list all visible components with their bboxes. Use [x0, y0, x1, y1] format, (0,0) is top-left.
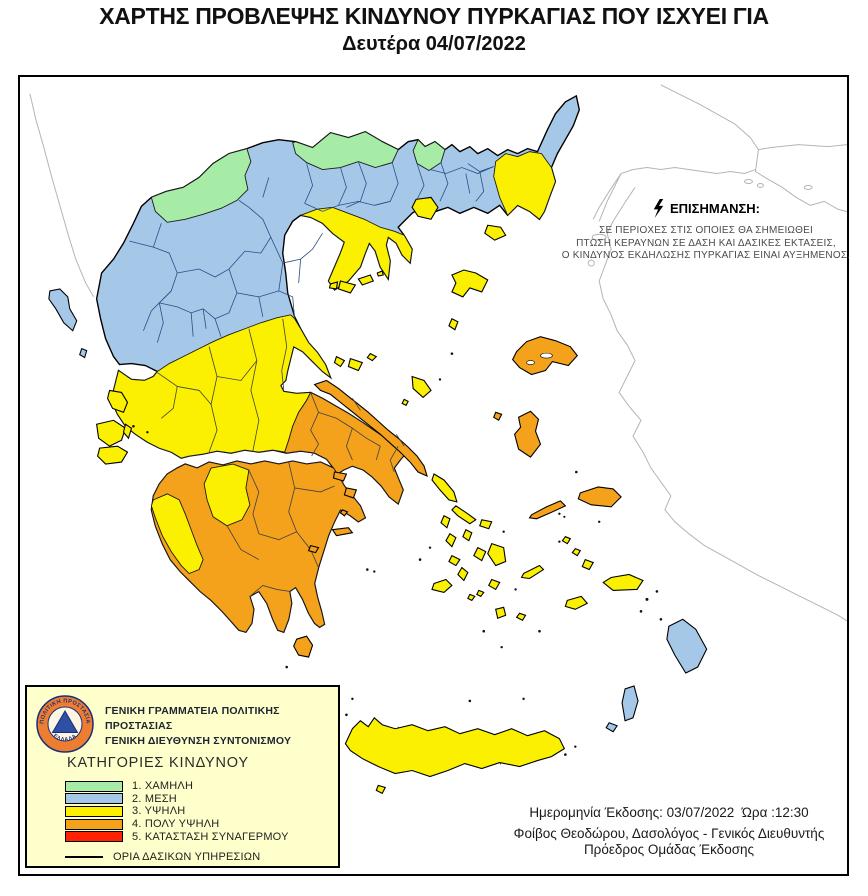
island-rhodes [666, 618, 708, 674]
island-samothrace [484, 224, 507, 241]
org-line: ΓΕΝΙΚΗ ΔΙΕΥΘΥΝΣΗ ΣΥΝΤΟΝΙΣΜΟΥ [105, 735, 292, 747]
annotation-heading: ΕΠΙΣΗΜΑΝΣΗ: [545, 199, 867, 218]
legend-items: 1. ΧΑΜΗΛΗ 2. ΜΕΣΗ 3. ΥΨΗΛΗ 4. ΠΟΛΥ ΥΨΗΛΗ… [65, 780, 289, 843]
page-title: ΧΑΡΤΗΣ ΠΡΟΒΛΕΨΗΣ ΚΙΝΔΥΝΟΥ ΠΥΡΚΑΓΙΑΣ ΠΟΥ … [0, 3, 868, 56]
legend-row-low: 1. ΧΑΜΗΛΗ [65, 780, 289, 793]
island-salamina [332, 471, 348, 482]
island-naxos [487, 542, 507, 567]
svg-text:ΕΛΛΑΔΑ: ΕΛΛΑΔΑ [52, 733, 78, 743]
island-hydra [331, 527, 354, 537]
island-kos [602, 573, 644, 591]
map-frame: ΕΠΙΣΗΜΑΝΣΗ: ΣΕ ΠΕΡΙΟΧΕΣ ΣΤΙΣ ΟΠΟΙΕΣ ΘΑ Σ… [18, 75, 850, 876]
swatch-low [65, 780, 123, 792]
boundary-label: ΟΡΙΑ ΔΑΣΙΚΩΝ ΥΠΗΡΕΣΙΩΝ [113, 851, 261, 863]
region-central-high [111, 314, 332, 459]
island-corfu [48, 288, 78, 332]
island-crete [344, 716, 566, 778]
island-karpathos [621, 685, 639, 722]
island-amorgos [520, 564, 545, 580]
prefecture-boundaries-south [157, 318, 503, 769]
civil-protection-logo: ΠΟΛΙΤΙΚΗ ΠΡΟΣΤΑΣΙΑ ΕΛΛΑΔΑ [36, 695, 94, 753]
annotation-line: Ο ΚΙΝΔΥΝΟΣ ΕΚΔΗΛΩΣΗΣ ΠΥΡΚΑΓΙΑΣ ΕΙΝΑΙ ΑΥΞ… [561, 250, 851, 261]
org-line: ΓΕΝΙΚΗ ΓΡΑΜΜΑΤΕΙΑ ΠΟΛΙΤΙΚΗΣ ΠΡΟΣΤΑΣΙΑΣ [105, 705, 280, 732]
island-chios [514, 410, 542, 458]
legend-box: ΠΟΛΙΤΙΚΗ ΠΡΟΣΤΑΣΙΑ ΕΛΛΑΔΑ ΓΕΝΙΚΗ ΓΡΑΜΜΑΤ… [25, 685, 340, 868]
legend-boundary-row: ΟΡΙΑ ΔΑΣΙΚΩΝ ΥΠΗΡΕΣΙΩΝ [65, 851, 260, 863]
island-gavdos [375, 784, 387, 795]
island-zakynthos [97, 445, 129, 465]
legend-row-alarm: 5. ΚΑΤΑΣΤΑΣΗ ΣΥΝΑΓΕΡΜΟΥ [65, 830, 289, 843]
map-title: ΧΑΡΤΗΣ ΠΡΟΒΛΕΨΗΣ ΚΙΝΔΥΝΟΥ ΠΥΡΚΑΓΙΑΣ ΠΟΥ … [99, 3, 769, 29]
legend-row-very-high: 4. ΠΟΛΥ ΥΨΗΛΗ [65, 818, 289, 831]
swatch-high [65, 805, 123, 817]
island-kasos [605, 722, 618, 733]
region-chalkidiki-high [299, 206, 413, 291]
issuer-name: Φοίβος Θεοδώρου, Δασολόγος - Γενικός Διε… [513, 826, 825, 841]
prefecture-boundaries-north [129, 161, 494, 343]
island-skopelos [337, 280, 357, 294]
swatch-very-high [65, 818, 123, 830]
island-tinos [451, 505, 477, 525]
island-kefalonia [96, 419, 127, 447]
lightning-icon [653, 199, 664, 218]
greece-fire-risk-map [29, 84, 847, 795]
region-peloponnese-high-patches [150, 463, 251, 575]
islands-high [96, 196, 644, 795]
issue-date: Ημερομηνία Έκδοσης: 03/07/2022 Ώρα :12:3… [529, 805, 809, 820]
legend-organization: ΓΕΝΙΚΗ ΓΡΑΜΜΑΤΕΙΑ ΠΟΛΙΤΙΚΗΣ ΠΡΟΣΤΑΣΙΑΣ Γ… [105, 704, 337, 749]
region-evros-high [493, 151, 556, 220]
island-euboea [313, 379, 428, 477]
island-milos [431, 578, 453, 594]
logo-ring-text-bottom: ΕΛΛΑΔΑ [52, 733, 78, 743]
issue-info: Ημερομηνία Έκδοσης: 03/07/2022 Ώρα :12:3… [478, 805, 860, 858]
island-paxoi [79, 347, 88, 359]
annotation-line: ΠΤΩΣΗ ΚΕΡΑΥΝΩΝ ΣΕ ΔΑΣΗ ΚΑΙ ΔΑΣΙΚΕΣ ΕΚΤΑΣ… [576, 237, 836, 249]
map-date-subtitle: Δευτέρα 04/07/2022 [342, 33, 526, 55]
annotation-block: ΕΠΙΣΗΜΑΝΣΗ: ΣΕ ΠΕΡΙΟΧΕΣ ΣΤΙΣ ΟΠΟΙΕΣ ΘΑ Σ… [545, 199, 867, 263]
logo-triangle [51, 710, 79, 733]
island-thasos [411, 196, 439, 220]
islands-medium [48, 288, 708, 733]
island-aegina [343, 487, 358, 499]
annotation-line: ΣΕ ΠΕΡΙΟΧΕΣ ΣΤΙΣ ΟΠΟΙΕΣ ΘΑ ΣΗΜΕΙΩΘΕΙ [599, 225, 813, 236]
island-astypalaia [564, 595, 589, 610]
swatch-medium [65, 793, 123, 805]
annotation-title: ΕΠΙΣΗΜΑΝΣΗ: [670, 201, 760, 216]
issuer-role: Πρόεδρος Ομάδας Έκδοσης [583, 842, 755, 857]
island-skyros [411, 375, 432, 399]
boundary-line-symbol [65, 856, 103, 858]
island-kythira [293, 635, 314, 658]
island-santorini [495, 606, 507, 620]
island-lefkada [106, 389, 129, 414]
island-samos [577, 486, 622, 508]
region-north-low-patches [150, 131, 446, 223]
neighbor-coastlines [29, 84, 847, 622]
island-limnos [451, 269, 489, 298]
legend-row-high: 3. ΥΨΗΛΗ [65, 805, 289, 818]
island-ikaria [528, 500, 567, 520]
legend-row-medium: 2. ΜΕΣΗ [65, 793, 289, 806]
lesvos-gulfs [526, 352, 553, 365]
legend-heading: ΚΑΤΗΓΟΡΙΕΣ ΚΙΝΔΥΝΟΥ [67, 755, 249, 771]
swatch-alarm [65, 831, 123, 843]
islets [132, 352, 663, 756]
island-andros [431, 473, 458, 503]
